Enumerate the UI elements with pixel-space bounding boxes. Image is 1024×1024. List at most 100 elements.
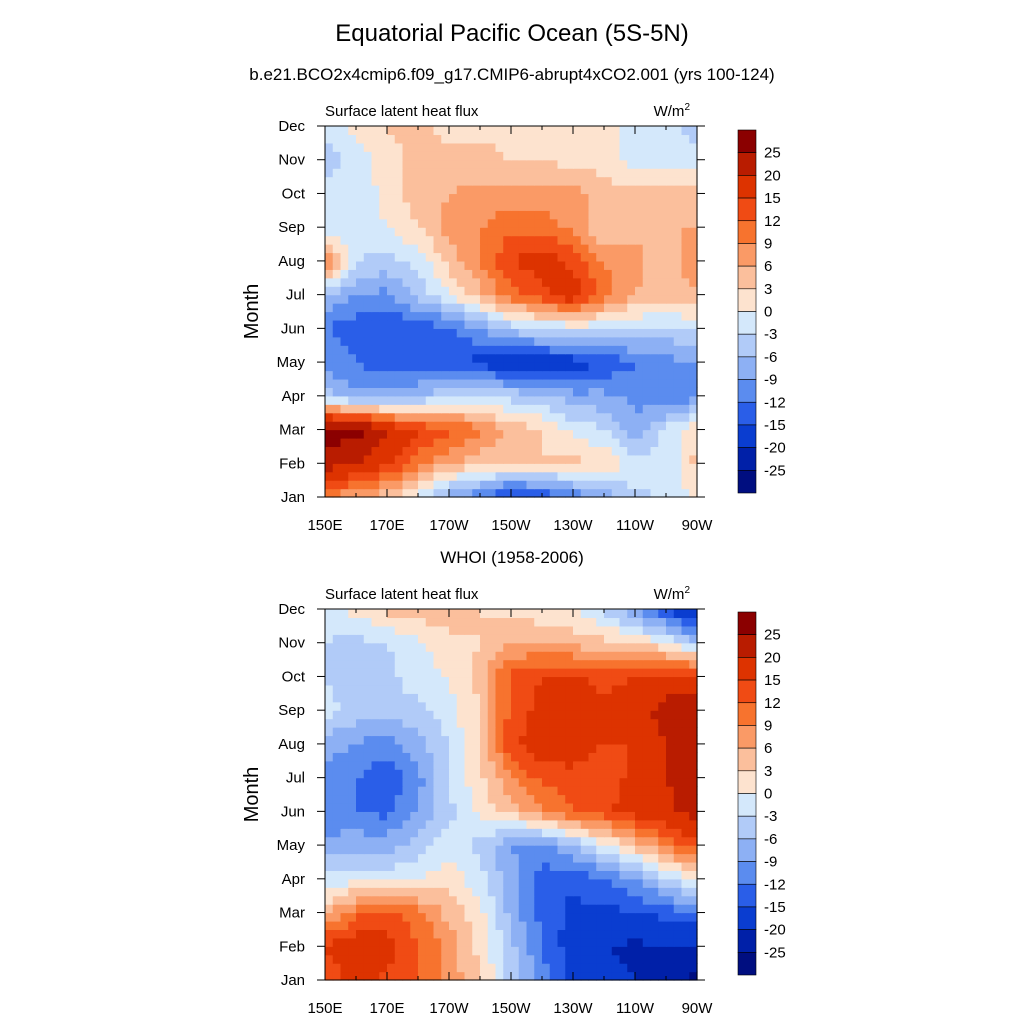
heatmap-cell <box>604 336 613 346</box>
heatmap-cell <box>402 311 411 321</box>
heatmap-cell <box>379 328 388 338</box>
heatmap-cell <box>425 836 435 846</box>
heatmap-cell <box>402 277 411 287</box>
heatmap-cell <box>549 185 559 195</box>
heatmap-cell <box>627 446 636 456</box>
heatmap-cell <box>394 971 404 981</box>
heatmap-cell <box>627 218 636 228</box>
heatmap-cell <box>379 676 388 686</box>
heatmap-cell <box>573 437 582 448</box>
heatmap-cell <box>387 421 396 431</box>
heatmap-cell <box>495 693 504 703</box>
heatmap-cell <box>348 929 357 939</box>
heatmap-cell <box>503 777 512 787</box>
heatmap-cell <box>340 387 349 397</box>
heatmap-cell <box>673 193 683 203</box>
heatmap-cell <box>588 412 597 422</box>
heatmap-cell <box>580 710 590 720</box>
heatmap-cell <box>363 151 373 161</box>
heatmap-cell <box>480 404 489 414</box>
heatmap-cell <box>394 845 404 855</box>
heatmap-cell <box>495 227 504 237</box>
heatmap-cell <box>557 668 566 678</box>
heatmap-cell <box>356 937 365 947</box>
heatmap-cell <box>580 286 590 296</box>
heatmap-cell <box>356 668 365 678</box>
heatmap-cell <box>619 294 628 304</box>
heatmap-cell <box>433 651 442 661</box>
heatmap-cell <box>611 286 621 296</box>
heatmap-cell <box>371 609 380 619</box>
heatmap-cell <box>526 845 535 855</box>
heatmap-cell <box>456 151 466 161</box>
heatmap-cell <box>542 185 551 195</box>
heatmap-cell <box>673 904 683 914</box>
heatmap-cell <box>456 311 466 321</box>
heatmap-cell <box>650 454 659 464</box>
heatmap-cell <box>402 168 411 178</box>
heatmap-cell <box>441 260 450 270</box>
heatmap-cell <box>371 946 380 956</box>
heatmap-cell <box>611 971 621 981</box>
heatmap-cell <box>425 463 435 473</box>
heatmap-cell <box>348 693 357 703</box>
heatmap-cell <box>604 328 613 338</box>
heatmap-cell <box>689 929 698 939</box>
heatmap-cell <box>480 370 489 380</box>
heatmap-cell <box>363 463 373 473</box>
heatmap-cell <box>511 244 520 254</box>
heatmap-cell <box>449 193 458 203</box>
heatmap-cell <box>410 126 419 136</box>
heatmap-cell <box>441 353 450 363</box>
heatmap-cell <box>526 769 535 779</box>
heatmap-cell <box>673 437 683 448</box>
heatmap-cell <box>549 710 559 720</box>
heatmap-cell <box>580 861 590 871</box>
heatmap-cell <box>596 378 605 388</box>
heatmap-cell <box>534 659 543 669</box>
heatmap-cell <box>627 328 636 338</box>
heatmap-cell <box>387 185 396 195</box>
heatmap-cell <box>542 480 551 490</box>
heatmap-cell <box>565 769 574 779</box>
heatmap-cell <box>681 668 690 678</box>
heatmap-cell <box>604 861 613 871</box>
heatmap-cell <box>681 937 690 947</box>
heatmap-cell <box>650 345 659 355</box>
heatmap-cell <box>596 480 605 490</box>
heatmap-cell <box>418 185 427 195</box>
heatmap-cell <box>542 404 551 414</box>
heatmap-cell <box>666 887 675 897</box>
heatmap-cell <box>604 937 613 947</box>
heatmap-cell <box>565 777 574 787</box>
heatmap-cell <box>325 463 334 473</box>
heatmap-cell <box>681 185 690 195</box>
heatmap-cell <box>604 370 613 380</box>
heatmap-cell <box>340 142 349 152</box>
heatmap-cell <box>356 853 365 863</box>
heatmap-cell <box>542 429 551 439</box>
heatmap-cell <box>542 794 551 804</box>
heatmap-cell <box>557 463 566 473</box>
heatmap-cell <box>557 311 566 321</box>
heatmap-cell <box>418 727 427 737</box>
heatmap-cell <box>371 769 380 779</box>
heatmap-cell <box>627 286 636 296</box>
heatmap-cell <box>565 937 574 947</box>
heatmap-cell <box>549 895 559 905</box>
heatmap-cell <box>464 651 473 661</box>
heatmap-cell <box>642 151 652 161</box>
heatmap-cell <box>565 286 574 296</box>
heatmap-cell <box>449 659 458 669</box>
heatmap-cell <box>394 294 404 304</box>
heatmap-cell <box>673 634 683 644</box>
x-tick-label: 170E <box>369 517 404 534</box>
heatmap-cell <box>650 743 659 753</box>
heatmap-cell <box>418 752 427 762</box>
heatmap-cell <box>464 794 473 804</box>
heatmap-cell <box>356 963 365 973</box>
heatmap-cell <box>658 235 667 245</box>
heatmap-cell <box>410 710 419 720</box>
heatmap-cell <box>604 480 613 490</box>
heatmap-cell <box>573 480 582 490</box>
